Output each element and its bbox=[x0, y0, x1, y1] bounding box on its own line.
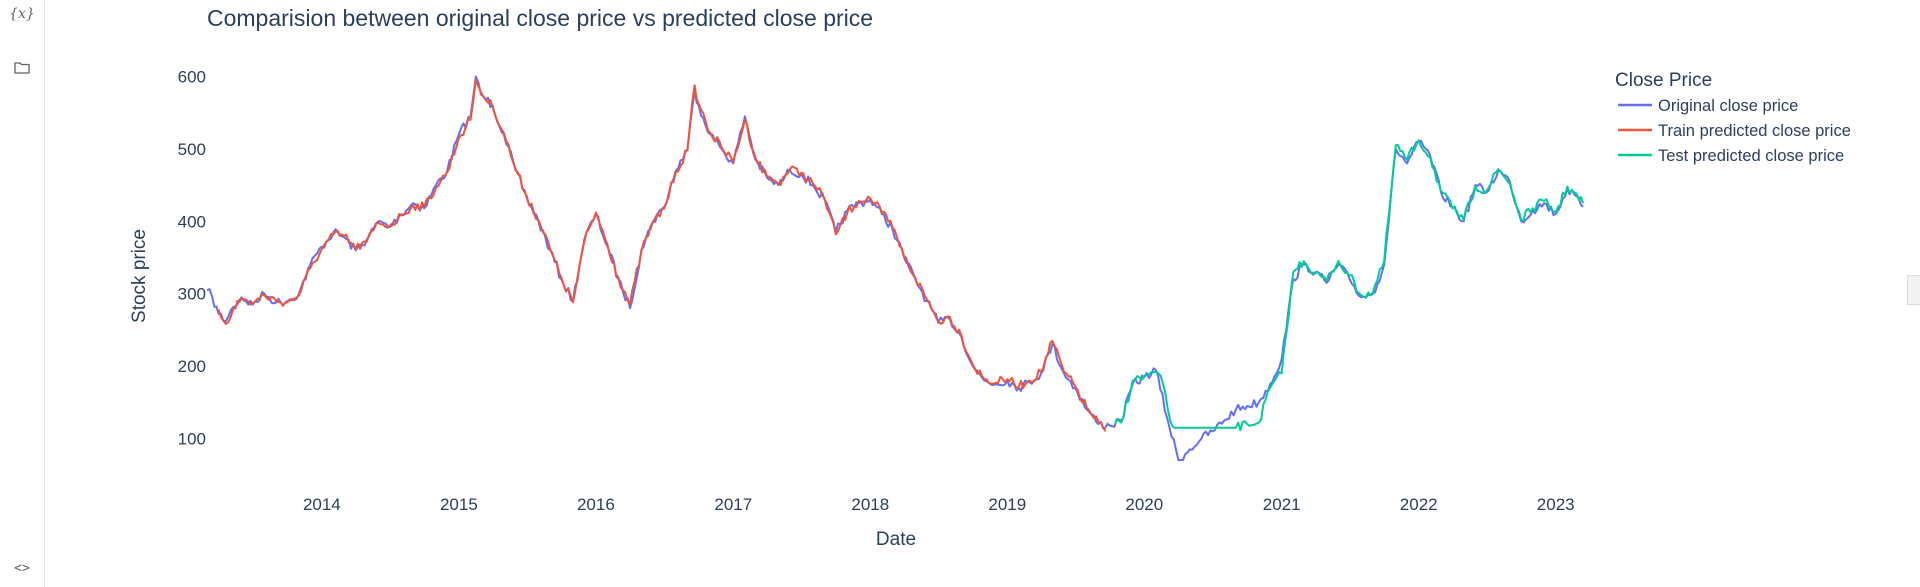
x-axis: 2014 2015 2016 2017 2018 2019 2020 2021 2022 2023 bbox=[303, 495, 1575, 514]
x-tick-label: 2017 bbox=[714, 495, 752, 514]
y-tick-label: 400 bbox=[178, 212, 206, 231]
x-tick-label: 2019 bbox=[988, 495, 1026, 514]
series-line-3 bbox=[1114, 139, 1585, 432]
x-tick-label: 2020 bbox=[1125, 495, 1163, 514]
y-axis: 100 200 300 400 500 600 bbox=[178, 67, 206, 448]
series-line-2 bbox=[217, 79, 1107, 432]
variables-icon[interactable]: {x} bbox=[9, 6, 35, 22]
x-tick-label: 2021 bbox=[1263, 495, 1301, 514]
series-line-1 bbox=[206, 75, 1584, 462]
y-tick-label: 100 bbox=[178, 430, 206, 449]
x-tick-label: 2014 bbox=[303, 495, 341, 514]
legend-entry[interactable]: Test predicted close price bbox=[1658, 147, 1844, 165]
plot-area bbox=[206, 75, 1585, 462]
y-axis-title: Stock price bbox=[129, 229, 150, 323]
y-tick-label: 600 bbox=[178, 67, 206, 86]
x-tick-label: 2016 bbox=[577, 495, 615, 514]
legend-entry[interactable]: Original close price bbox=[1658, 97, 1798, 115]
y-tick-label: 300 bbox=[178, 285, 206, 304]
x-axis-title: Date bbox=[876, 529, 916, 550]
x-tick-label: 2023 bbox=[1537, 495, 1575, 514]
resize-handle[interactable] bbox=[1907, 275, 1920, 305]
legend: Close Price Original close price Train pr… bbox=[1615, 70, 1851, 165]
y-tick-label: 200 bbox=[178, 357, 206, 376]
x-tick-label: 2015 bbox=[440, 495, 478, 514]
legend-items: Original close price Train predicted clos… bbox=[1618, 97, 1851, 165]
chart-title: Comparision between original close price… bbox=[207, 5, 873, 31]
left-sidebar: {x} <> bbox=[0, 0, 45, 587]
legend-title: Close Price bbox=[1615, 70, 1712, 91]
folder-icon-shape bbox=[14, 61, 30, 74]
x-tick-label: 2022 bbox=[1400, 495, 1438, 514]
y-tick-label: 500 bbox=[178, 140, 206, 159]
x-tick-label: 2018 bbox=[851, 495, 889, 514]
code-snippets-icon[interactable]: <> bbox=[14, 560, 30, 576]
legend-entry[interactable]: Train predicted close price bbox=[1658, 122, 1851, 140]
folder-icon[interactable] bbox=[10, 57, 34, 77]
